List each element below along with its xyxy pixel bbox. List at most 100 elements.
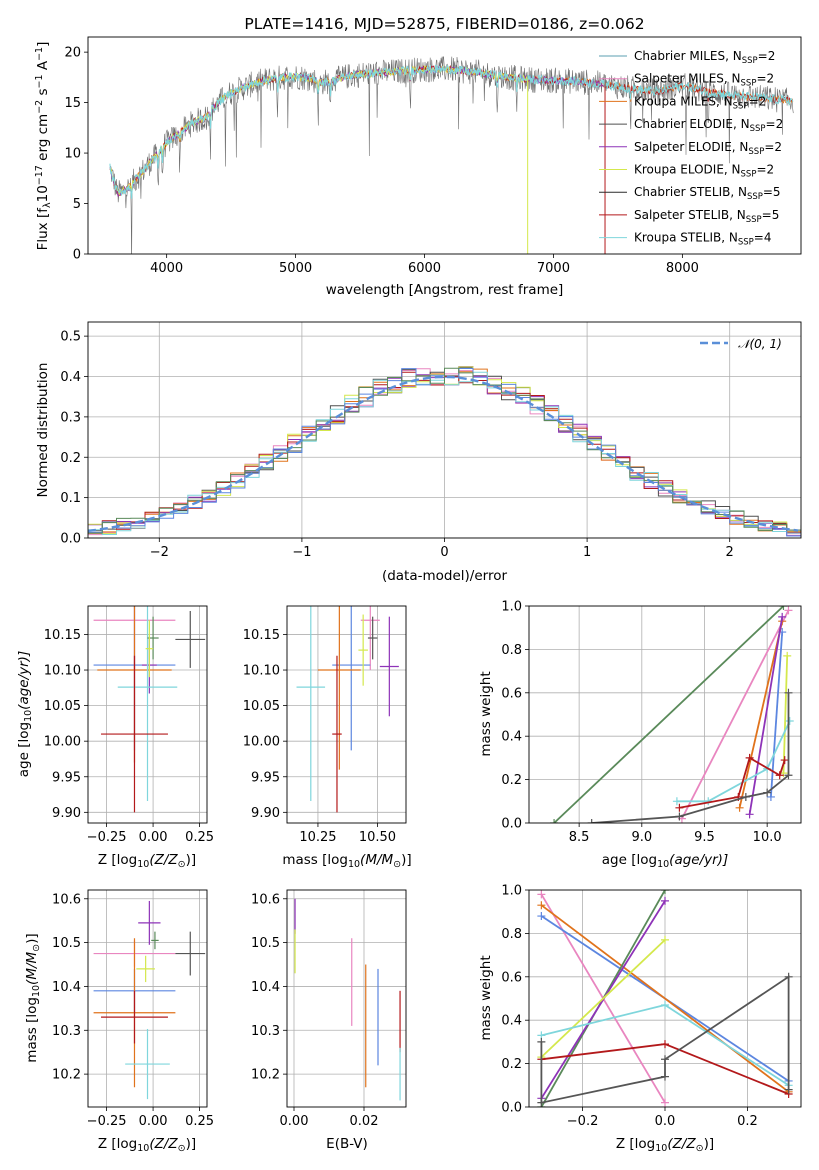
x-tick-label: 0.0 (655, 1114, 676, 1129)
chart-title: PLATE=1416, MJD=52875, FIBERID=0186, z=0… (244, 15, 644, 33)
series-marker (661, 890, 669, 894)
x-axis-label: Z [log10(Z/Z⊙)] (616, 1136, 714, 1154)
y-tick-label: 0.2 (501, 773, 522, 788)
panel-mass_vs_ebv: 0.00 0.02 10.2 10.3 10.4 10.5 10.6 E(B-V) (251, 889, 407, 1152)
x-tick-label: 0.02 (350, 1114, 379, 1129)
panel-weight_vs_z: −0.2 0.0 0.2 0.0 0.2 0.4 0.6 0.8 1.0 Z [log10(Z/Z… (478, 884, 802, 1154)
y-axis-label: age [log10(age/yr)] (16, 651, 34, 777)
axes-frame (87, 889, 208, 1108)
y-tick-label: 10.10 (44, 664, 81, 679)
y-tick-label: 0.2 (501, 1057, 522, 1072)
errorbar-point-kroupa_stelib (117, 606, 178, 801)
series-marker (784, 1085, 793, 1094)
grid-lines (88, 890, 207, 1107)
y-tick-label: 0.4 (60, 370, 81, 385)
x-tick-label: 0.00 (139, 1114, 168, 1129)
y-tick-label: 20 (64, 46, 81, 61)
legend: Chabrier MILES, NSSP=2 Salpeter MILES, NS… (599, 49, 783, 248)
y-tick-label: 10.4 (52, 980, 81, 995)
series-marker (537, 1037, 546, 1046)
series-marker (784, 688, 793, 697)
y-tick-label: 0.8 (501, 643, 522, 658)
x-tick-label: 0.00 (280, 1114, 309, 1129)
x-tick-label: 10.0 (753, 830, 782, 845)
y-axis-label: mass weight (478, 955, 494, 1040)
errorbar-point-salpeter_stelib (101, 655, 168, 813)
series-marker (672, 797, 681, 806)
x-axis-label: wavelength [Angstrom, rest frame] (326, 282, 564, 298)
y-tick-label: 10.2 (52, 1068, 81, 1083)
legend-entry: Salpeter ELODIE, NSSP=2 (599, 140, 782, 157)
x-tick-label: −0.2 (567, 1114, 599, 1129)
series-marker (784, 771, 793, 780)
series-marker (766, 792, 775, 801)
panel-age_vs_z: −0.25 0.00 0.25 9.90 9.95 10.00 10.05 10.10 10.1… (16, 605, 214, 870)
axes-frame (286, 889, 407, 1108)
y-tick-label: 10.10 (243, 664, 280, 679)
errorbar-point-kroupa_elodie (358, 614, 368, 686)
series-marker (537, 912, 546, 921)
y-tick-label: 10.3 (52, 1024, 81, 1039)
y-tick-label: 10.00 (243, 735, 280, 750)
x-tick-label: 8.5 (569, 830, 590, 845)
series-marker (661, 1055, 669, 1064)
weight-series-kroupa_elodie (779, 651, 792, 778)
series-line (676, 720, 791, 803)
legend-label: Salpeter ELODIE, NSSP=2 (634, 140, 782, 157)
series-marker (784, 606, 793, 615)
errorbar-point-salpeter_elodie (138, 900, 161, 945)
series-marker (783, 651, 792, 660)
legend-entry: Chabrier MILES, NSSP=2 (599, 49, 775, 66)
legend: 𝒩(0, 1) (700, 337, 782, 351)
grid-lines (287, 606, 406, 823)
x-tick-label: −2 (150, 545, 169, 560)
plot-area (529, 890, 801, 1107)
series-marker (741, 792, 750, 801)
y-tick-label: 10.6 (52, 892, 81, 907)
x-axis-label: mass [log10(M/M⊙)] (282, 852, 411, 870)
axes-frame (286, 605, 407, 824)
y-tick-label: 0.1 (60, 491, 81, 506)
x-tick-label: −0.25 (87, 1114, 127, 1129)
series-line (591, 692, 790, 823)
y-tick-label: 0.6 (501, 970, 522, 985)
series-marker (550, 819, 559, 823)
series-marker (537, 890, 546, 899)
normal-curve (88, 375, 799, 533)
y-tick-label: 9.95 (251, 770, 280, 785)
series-marker (587, 819, 596, 823)
plot-area (88, 606, 207, 823)
errorbar-point-green_model (151, 931, 159, 950)
y-axis-label: mass weight (478, 671, 494, 756)
x-tick-label: 10.25 (299, 830, 336, 845)
y-tick-label: 5 (73, 197, 81, 212)
plot-area (88, 322, 801, 538)
y-tick-label: 9.95 (52, 770, 81, 785)
weight-series-gray_model (537, 972, 793, 1107)
histogram-green_model (88, 367, 801, 534)
errorbar-point-kroupa_stelib (296, 606, 326, 801)
series-marker (784, 972, 793, 981)
weight-series-salpeter_stelib (675, 753, 789, 812)
model-spectrum-kroupa-stelib (109, 64, 794, 199)
weight-series-salpeter_elodie (745, 612, 787, 819)
y-tick-label: 10.5 (52, 936, 81, 951)
x-tick-label: 0.2 (737, 1114, 758, 1129)
y-tick-label: 0 (73, 248, 81, 263)
x-tick-label: 0.00 (139, 830, 168, 845)
errorbar-point-salpeter_stelib (101, 990, 168, 1044)
y-tick-label: 10.05 (44, 699, 81, 714)
series-marker (661, 896, 669, 905)
weight-series-gray_model (587, 688, 793, 823)
x-tick-label: 2 (726, 545, 734, 560)
errorbar-point-kroupa_elodie (145, 620, 154, 678)
series-marker (778, 612, 787, 621)
x-tick-label: 0.25 (185, 830, 214, 845)
x-tick-label: 9.0 (631, 830, 652, 845)
legend-entry: Salpeter MILES, NSSP=2 (599, 72, 774, 89)
series-line (540, 975, 790, 1104)
plot-area (287, 890, 406, 1107)
axes-frame (87, 605, 208, 824)
plot-area (88, 890, 207, 1107)
series-marker (775, 771, 784, 780)
